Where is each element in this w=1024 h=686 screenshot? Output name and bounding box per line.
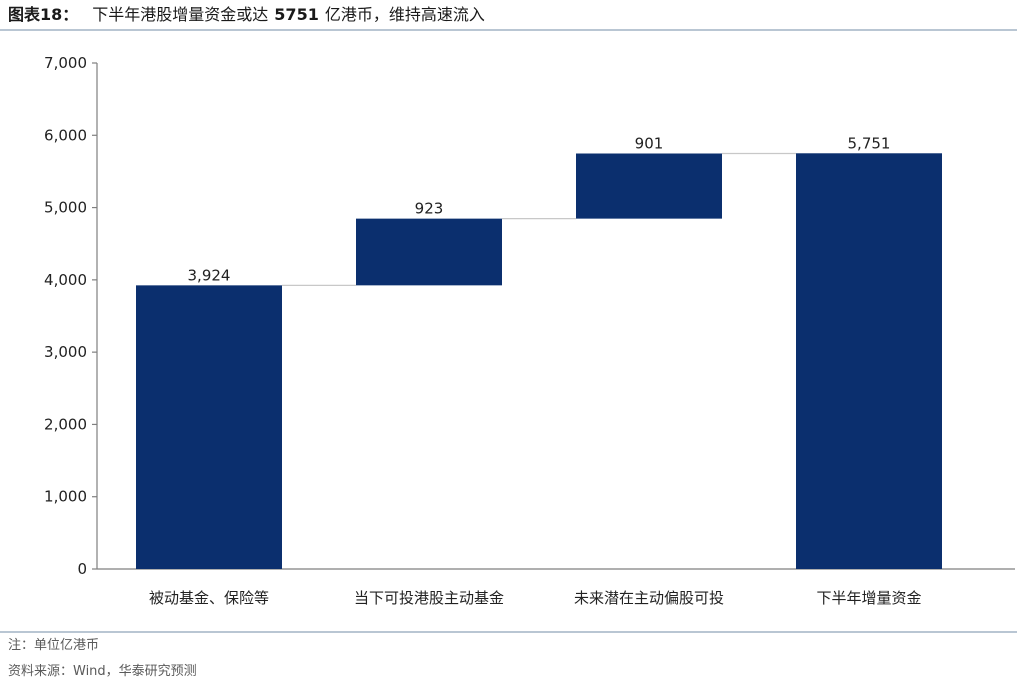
category-label: 被动基金、保险等: [149, 589, 269, 607]
y-tick-label: 3,000: [44, 343, 87, 361]
bar-2: [356, 218, 502, 286]
labels: 0 1,000 2,000 3,000 4,000 5,000 6,000 7,000 3,92…: [44, 54, 921, 607]
source-note: 资料来源：Wind，华泰研究预测: [8, 664, 197, 679]
data-label: 901: [635, 135, 664, 153]
data-label: 3,924: [188, 266, 231, 284]
bars: [136, 153, 942, 569]
y-tick-label: 5,000: [44, 199, 87, 217]
y-tick-label: 4,000: [44, 271, 87, 289]
bar-3: [576, 153, 722, 219]
y-tick-label: 6,000: [44, 126, 87, 144]
figure-title: 图表18： 下半年港股增量资金或达 5751 亿港币，维持高速流入: [8, 5, 485, 25]
title-divider: [0, 29, 1017, 31]
data-label: 5,751: [848, 134, 891, 152]
title-text: 下半年港股增量资金或达: [92, 5, 269, 24]
category-label: 未来潜在主动偏股可投: [574, 589, 724, 607]
category-label: 下半年增量资金: [816, 589, 921, 607]
category-label: 当下可投港股主动基金: [354, 589, 504, 607]
data-label: 923: [415, 200, 444, 218]
figure-number: 图表18：: [8, 5, 79, 24]
footer-divider: [0, 631, 1017, 633]
title-highlight-number: 5751: [274, 5, 319, 24]
connector-lines: [282, 152, 796, 287]
y-tick-label: 2,000: [44, 415, 87, 433]
y-tick-label: 1,000: [44, 488, 87, 506]
unit-note: 注：单位亿港币: [8, 638, 100, 653]
title-text-end: 亿港币，维持高速流入: [324, 5, 485, 24]
y-tick-label: 0: [77, 560, 87, 578]
bar-4: [796, 153, 942, 569]
bar-1: [136, 285, 282, 569]
y-tick-label: 7,000: [44, 54, 87, 72]
